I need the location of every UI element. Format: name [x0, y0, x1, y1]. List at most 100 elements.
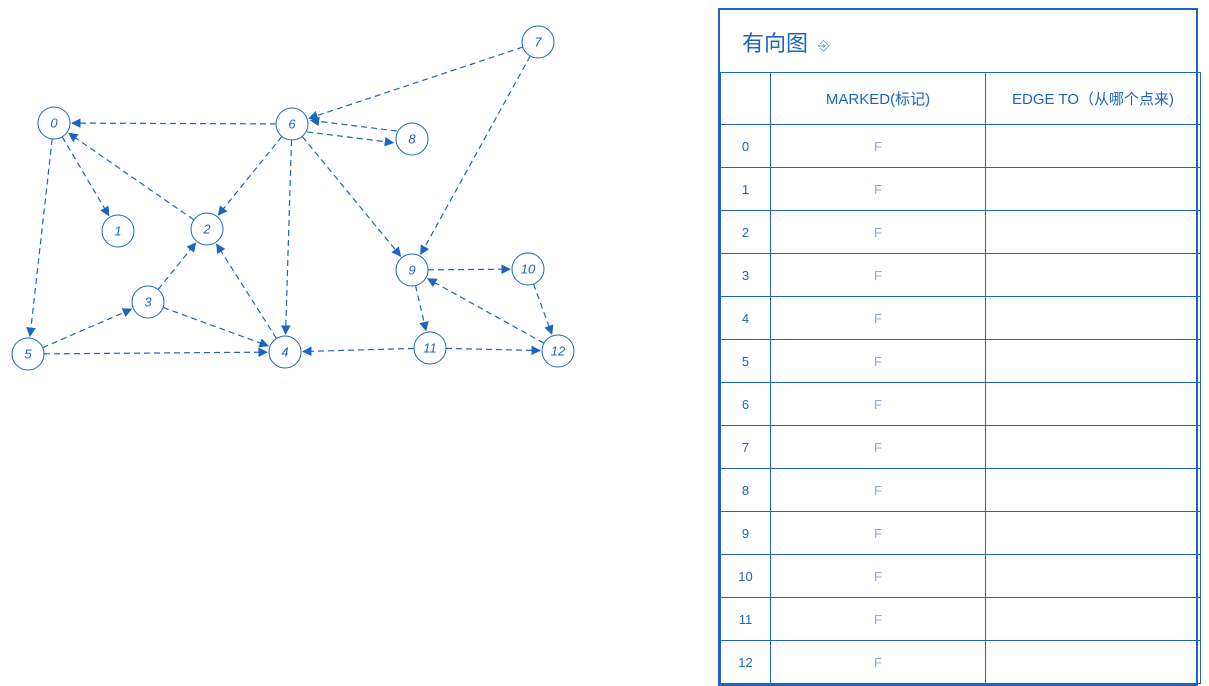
cell-edgeto — [986, 383, 1201, 426]
table-panel: 有向图 ⎆ MARKED(标记)EDGE TO（从哪个点来) 0F1F2F3F4… — [718, 8, 1198, 686]
table-body: 0F1F2F3F4F5F6F7F8F9F10F11F12F — [721, 125, 1201, 684]
table-row: 11F — [721, 598, 1201, 641]
panel-title: 有向图 ⎆ — [718, 8, 1198, 72]
cell-marked: F — [771, 512, 986, 555]
edge-10-12 — [533, 284, 551, 334]
cell-edgeto — [986, 340, 1201, 383]
edge-6-8 — [307, 132, 393, 143]
edge-12-9 — [428, 279, 544, 344]
edge-11-4 — [303, 348, 414, 351]
node-12: 12 — [542, 335, 574, 367]
cell-edgeto — [986, 555, 1201, 598]
table-row: 5F — [721, 340, 1201, 383]
edge-7-6 — [309, 47, 523, 118]
node-label-1: 1 — [114, 224, 121, 239]
cursor-icon: ⎆ — [818, 37, 829, 53]
node-label-11: 11 — [423, 341, 437, 356]
table-row: 12F — [721, 641, 1201, 684]
edge-11-12 — [446, 348, 540, 350]
node-6: 6 — [276, 108, 308, 140]
table-row: 10F — [721, 555, 1201, 598]
node-label-12: 12 — [551, 344, 566, 359]
cell-marked: F — [771, 125, 986, 168]
cell-marked: F — [771, 469, 986, 512]
node-11: 11 — [414, 332, 446, 364]
col-header-index — [721, 73, 771, 125]
edge-5-4 — [44, 352, 267, 354]
node-10: 10 — [512, 253, 544, 285]
cell-edgeto — [986, 254, 1201, 297]
cell-edgeto — [986, 598, 1201, 641]
cell-index: 8 — [721, 469, 771, 512]
cell-marked: F — [771, 598, 986, 641]
cell-edgeto — [986, 469, 1201, 512]
edge-5-3 — [43, 309, 132, 347]
cell-edgeto — [986, 297, 1201, 340]
edge-9-11 — [416, 286, 426, 331]
stage: 0123456789101112 有向图 ⎆ MARKED(标记)EDGE TO… — [0, 0, 1209, 682]
table-row: 7F — [721, 426, 1201, 469]
edge-6-0 — [72, 123, 276, 124]
cell-index: 6 — [721, 383, 771, 426]
node-label-5: 5 — [24, 347, 32, 362]
node-label-2: 2 — [202, 222, 211, 237]
node-9: 9 — [396, 254, 428, 286]
cell-index: 7 — [721, 426, 771, 469]
cell-marked: F — [771, 168, 986, 211]
table-row: 9F — [721, 512, 1201, 555]
edge-7-9 — [421, 56, 531, 254]
node-3: 3 — [132, 286, 164, 318]
cell-edgeto — [986, 125, 1201, 168]
cell-marked: F — [771, 426, 986, 469]
table-row: 1F — [721, 168, 1201, 211]
cell-marked: F — [771, 555, 986, 598]
edge-0-5 — [30, 139, 52, 336]
node-label-6: 6 — [288, 117, 296, 132]
cell-marked: F — [771, 297, 986, 340]
edge-3-2 — [158, 243, 196, 290]
edge-9-10 — [428, 269, 510, 270]
node-label-4: 4 — [281, 345, 288, 360]
cell-index: 5 — [721, 340, 771, 383]
table-wrap: MARKED(标记)EDGE TO（从哪个点来) 0F1F2F3F4F5F6F7… — [718, 72, 1198, 686]
data-table: MARKED(标记)EDGE TO（从哪个点来) 0F1F2F3F4F5F6F7… — [720, 72, 1201, 684]
node-7: 7 — [522, 26, 554, 58]
cell-index: 12 — [721, 641, 771, 684]
node-5: 5 — [12, 338, 44, 370]
node-0: 0 — [38, 107, 70, 139]
node-2: 2 — [191, 213, 223, 245]
table-row: 2F — [721, 211, 1201, 254]
cell-index: 2 — [721, 211, 771, 254]
node-label-3: 3 — [144, 295, 152, 310]
table-row: 6F — [721, 383, 1201, 426]
node-1: 1 — [102, 215, 134, 247]
edge-2-0 — [69, 133, 194, 220]
cell-index: 3 — [721, 254, 771, 297]
col-header-edgeto: EDGE TO（从哪个点来) — [986, 73, 1201, 125]
cell-index: 11 — [721, 598, 771, 641]
table-row: 0F — [721, 125, 1201, 168]
table-row: 3F — [721, 254, 1201, 297]
node-8: 8 — [396, 123, 428, 155]
node-label-9: 9 — [408, 263, 415, 278]
node-label-0: 0 — [50, 116, 58, 131]
cell-index: 10 — [721, 555, 771, 598]
cell-edgeto — [986, 168, 1201, 211]
cell-edgeto — [986, 512, 1201, 555]
edge-6-4 — [286, 140, 292, 334]
edge-6-2 — [218, 136, 282, 215]
edge-8-6 — [311, 120, 397, 131]
cell-marked: F — [771, 254, 986, 297]
node-label-10: 10 — [521, 262, 536, 277]
table-header-row: MARKED(标记)EDGE TO（从哪个点来) — [721, 73, 1201, 125]
node-label-7: 7 — [534, 35, 542, 50]
table-row: 8F — [721, 469, 1201, 512]
directed-graph: 0123456789101112 — [0, 0, 640, 420]
node-label-8: 8 — [408, 132, 416, 147]
edge-3-4 — [163, 307, 268, 345]
cell-marked: F — [771, 211, 986, 254]
cell-index: 1 — [721, 168, 771, 211]
node-4: 4 — [269, 336, 301, 368]
cell-edgeto — [986, 641, 1201, 684]
edge-4-2 — [217, 244, 277, 338]
